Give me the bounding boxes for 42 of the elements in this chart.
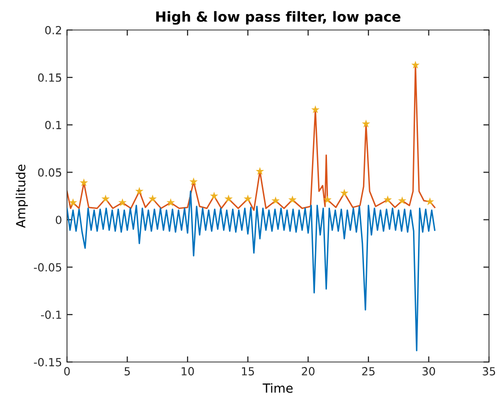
x-tick-label: 0 bbox=[64, 367, 70, 376]
point bbox=[256, 166, 264, 175]
point bbox=[244, 194, 252, 202]
point bbox=[135, 186, 144, 195]
point bbox=[166, 198, 175, 206]
y-axis-title: Amplitude bbox=[16, 164, 28, 228]
point bbox=[101, 194, 110, 202]
x-tick-label: 20 bbox=[302, 367, 314, 376]
y-tick-label: 0.1 bbox=[45, 120, 62, 130]
point bbox=[271, 196, 280, 204]
chart-title: High & low pass filter, low pace bbox=[156, 11, 400, 25]
point bbox=[148, 194, 157, 202]
point bbox=[80, 178, 88, 186]
point bbox=[189, 177, 198, 186]
point bbox=[398, 196, 406, 204]
y-tick-label: -0.05 bbox=[34, 263, 62, 272]
point bbox=[426, 197, 434, 206]
point bbox=[340, 188, 348, 197]
point bbox=[118, 198, 127, 206]
y-tick-label: 0.15 bbox=[38, 73, 62, 82]
point bbox=[311, 105, 320, 114]
y-tick-label: -0.15 bbox=[34, 358, 62, 366]
x-tick-label: 15 bbox=[242, 367, 254, 376]
y-tick-label: -0.1 bbox=[41, 310, 62, 319]
y-tick-label: 0.05 bbox=[38, 168, 62, 177]
x-axis-title: Time bbox=[262, 383, 293, 393]
point bbox=[411, 60, 420, 69]
line-series bbox=[67, 190, 436, 352]
x-tick-label: 5 bbox=[124, 367, 130, 376]
y-tick-label: 0 bbox=[56, 216, 62, 224]
x-tick-label: 25 bbox=[362, 367, 375, 376]
point bbox=[210, 192, 218, 200]
point bbox=[323, 195, 332, 204]
point bbox=[68, 198, 78, 206]
x-tick-label: 35 bbox=[482, 367, 496, 376]
x-tick-label: 10 bbox=[182, 367, 194, 376]
x-tick-label: 30 bbox=[422, 367, 436, 376]
point bbox=[224, 194, 233, 202]
point bbox=[288, 195, 297, 204]
point bbox=[384, 195, 392, 204]
point bbox=[362, 120, 370, 128]
y-tick-label: 0.2 bbox=[45, 26, 62, 34]
